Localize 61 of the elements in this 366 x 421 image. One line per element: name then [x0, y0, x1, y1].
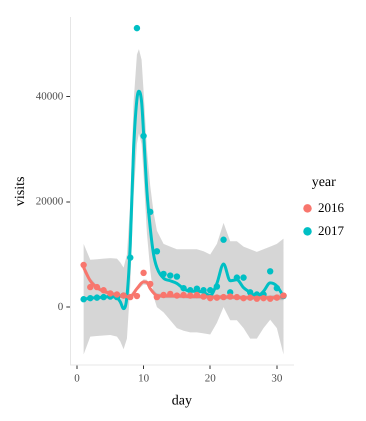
point: [87, 284, 94, 290]
point: [240, 294, 247, 302]
point: [187, 287, 194, 294]
point: [114, 291, 120, 298]
point: [266, 268, 274, 275]
point: [160, 292, 167, 298]
point: [107, 290, 114, 297]
point: [87, 294, 94, 302]
point: [127, 294, 134, 300]
point: [254, 295, 260, 302]
x-tick-label: 0: [74, 372, 80, 384]
point: [266, 295, 274, 302]
point: [147, 280, 154, 288]
point: [94, 284, 100, 290]
y-axis-title: visits: [13, 176, 28, 206]
x-tick-label: 30: [271, 372, 283, 384]
legend-label: 2017: [318, 222, 344, 238]
point: [154, 248, 160, 255]
x-tick-label: 10: [138, 372, 150, 384]
point: [160, 270, 167, 278]
point: [214, 294, 220, 301]
point: [274, 284, 280, 292]
point: [180, 284, 187, 292]
point: [134, 292, 140, 300]
point: [207, 287, 214, 294]
point: [140, 132, 147, 140]
point: [174, 273, 180, 280]
point: [220, 294, 227, 300]
point: [200, 293, 207, 300]
point: [220, 236, 227, 243]
point: [100, 294, 107, 300]
point: [134, 24, 140, 32]
point: [140, 270, 147, 276]
legend-label: 2016: [318, 200, 344, 215]
point: [260, 294, 267, 302]
point: [187, 292, 194, 299]
point: [214, 283, 220, 290]
x-tick-label: 20: [204, 372, 216, 384]
point: [94, 294, 100, 301]
x-axis-title: day: [172, 393, 192, 408]
point: [274, 294, 280, 301]
point: [80, 262, 87, 268]
point: [167, 272, 174, 279]
point: [147, 208, 154, 216]
point: [127, 254, 134, 261]
y-tick-label: 0: [58, 300, 64, 313]
point: [207, 294, 214, 302]
point: [174, 292, 180, 299]
legend-title: year: [312, 174, 336, 190]
point: [100, 287, 107, 294]
point: [194, 292, 200, 298]
point: [246, 294, 254, 301]
point: [180, 292, 187, 298]
y-tick-label: 40000: [36, 90, 64, 102]
point: [154, 294, 160, 300]
point: [227, 293, 234, 300]
point: [234, 294, 240, 300]
point: [80, 296, 87, 302]
point: [246, 289, 254, 296]
point: [240, 274, 247, 281]
y-tick-label: 20000: [36, 196, 64, 208]
